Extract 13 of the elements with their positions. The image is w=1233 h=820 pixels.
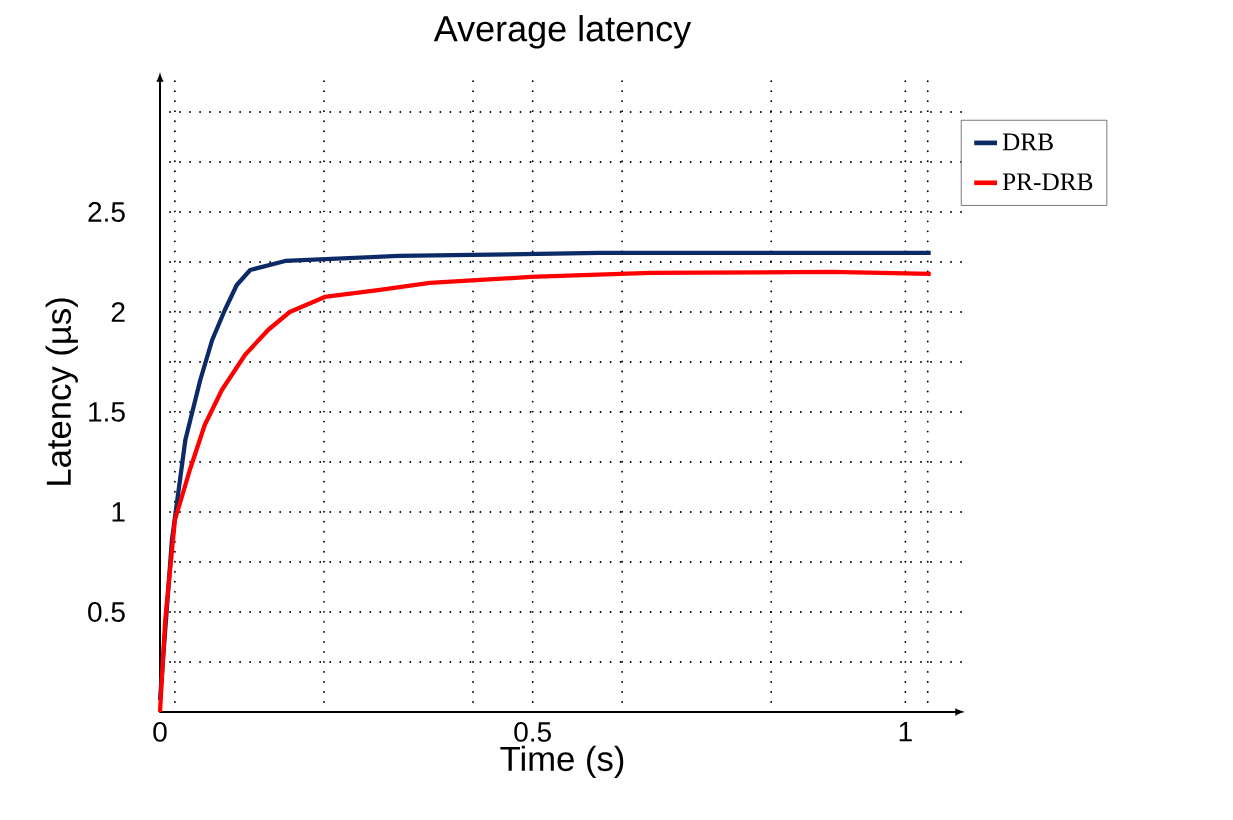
y-tick-label: 1: [112, 502, 125, 522]
chart-title: Average latency: [433, 15, 692, 49]
legend-label: PR-DRB: [1002, 173, 1093, 191]
y-axis-title: Latency (µs): [45, 298, 78, 485]
x-tick-label: 0.5: [514, 722, 551, 742]
y-tick-label: 1.5: [89, 402, 125, 422]
x-tick-label: 0: [153, 722, 167, 742]
y-tick-label: 0.5: [88, 602, 125, 622]
x-axis-title: Time (s): [500, 745, 624, 778]
y-tick-label: 2.5: [88, 202, 125, 222]
x-tick-label: 1: [899, 722, 912, 742]
legend-label: DRB: [1002, 133, 1053, 151]
y-tick-label: 2: [111, 302, 125, 322]
